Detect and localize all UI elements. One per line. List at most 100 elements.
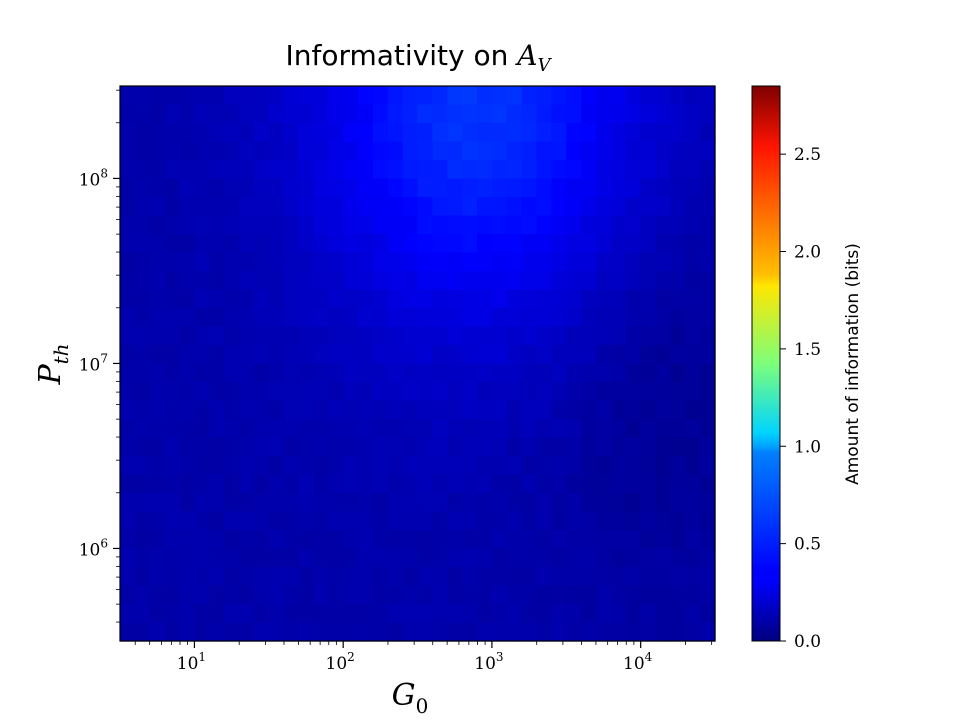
heatmap-cell bbox=[640, 215, 657, 235]
heatmap-cell bbox=[477, 400, 493, 420]
heatmap-cell bbox=[640, 308, 657, 328]
heatmap-cell bbox=[268, 511, 285, 531]
heatmap-cell bbox=[402, 345, 419, 365]
heatmap-cell bbox=[372, 363, 389, 383]
heatmap-cell bbox=[164, 419, 181, 439]
heatmap-cell bbox=[313, 326, 329, 346]
heatmap-cell bbox=[670, 197, 686, 217]
heatmap-cell bbox=[283, 86, 300, 106]
heatmap-cell bbox=[164, 345, 181, 365]
heatmap-cell bbox=[120, 160, 136, 180]
heatmap-cell bbox=[610, 178, 627, 198]
heatmap-cell bbox=[581, 271, 597, 291]
heatmap-cell bbox=[432, 419, 448, 439]
chart-title-math-sub: V bbox=[538, 55, 553, 76]
heatmap-cell bbox=[224, 345, 240, 365]
heatmap-cell bbox=[194, 622, 210, 642]
heatmap-cell bbox=[670, 567, 686, 587]
heatmap-cell bbox=[209, 382, 225, 402]
heatmap-cell bbox=[402, 215, 419, 235]
heatmap-cell bbox=[551, 141, 567, 161]
heatmap-cell bbox=[268, 622, 285, 642]
heatmap-cell bbox=[596, 86, 612, 106]
heatmap-cell bbox=[640, 437, 657, 457]
heatmap-cell bbox=[149, 382, 166, 402]
heatmap-cell bbox=[120, 271, 136, 291]
heatmap-cell bbox=[670, 437, 686, 457]
heatmap-cell bbox=[700, 363, 716, 383]
heatmap-cell bbox=[253, 585, 270, 605]
heatmap-cell bbox=[536, 585, 552, 605]
heatmap-cell bbox=[566, 585, 582, 605]
heatmap-cell bbox=[640, 104, 657, 124]
colorbar-tick-label: 2.0 bbox=[794, 243, 821, 263]
heatmap-cell bbox=[596, 382, 612, 402]
heatmap-cell bbox=[432, 123, 448, 143]
heatmap-cell bbox=[402, 548, 419, 568]
heatmap-cell bbox=[298, 548, 314, 568]
heatmap-cell bbox=[536, 456, 552, 476]
heatmap-cell bbox=[640, 363, 657, 383]
heatmap-cell bbox=[566, 178, 582, 198]
heatmap-cell bbox=[224, 308, 240, 328]
heatmap-cell bbox=[313, 252, 329, 272]
heatmap-cell bbox=[700, 141, 716, 161]
heatmap-cell bbox=[239, 215, 255, 235]
heatmap-cell bbox=[655, 493, 671, 513]
heatmap-cell bbox=[640, 474, 657, 494]
heatmap-cell bbox=[477, 437, 493, 457]
heatmap-cell bbox=[164, 234, 181, 254]
heatmap-cell bbox=[253, 474, 270, 494]
heatmap-cell bbox=[179, 400, 195, 420]
heatmap-cell bbox=[491, 567, 508, 587]
heatmap-cell bbox=[179, 252, 195, 272]
heatmap-cell bbox=[149, 271, 166, 291]
heatmap-cell bbox=[447, 511, 463, 531]
heatmap-cell bbox=[417, 511, 433, 531]
heatmap-cell bbox=[224, 252, 240, 272]
heatmap-cell bbox=[149, 86, 166, 106]
heatmap-cell bbox=[253, 345, 270, 365]
colorbar-ticks: 0.0 0.5 1.0 1.5 2.0 2.5 bbox=[780, 145, 821, 652]
heatmap-cell bbox=[149, 419, 166, 439]
heatmap-cell bbox=[596, 326, 612, 346]
heatmap-cell bbox=[402, 271, 419, 291]
heatmap-cell bbox=[491, 289, 508, 309]
heatmap-cell bbox=[328, 585, 344, 605]
heatmap-cell bbox=[566, 567, 582, 587]
heatmap-cell bbox=[358, 86, 374, 106]
heatmap-cell bbox=[462, 567, 478, 587]
heatmap-cell bbox=[120, 382, 136, 402]
heatmap-cell bbox=[120, 363, 136, 383]
heatmap-cell bbox=[506, 567, 523, 587]
heatmap-cell bbox=[328, 548, 344, 568]
heatmap-cell bbox=[358, 326, 374, 346]
heatmap-cell bbox=[432, 493, 448, 513]
heatmap-cell bbox=[477, 382, 493, 402]
heatmap-cell bbox=[432, 289, 448, 309]
heatmap-cell bbox=[536, 215, 552, 235]
heatmap-cell bbox=[313, 585, 329, 605]
heatmap-cell bbox=[179, 437, 195, 457]
heatmap-cell bbox=[700, 104, 716, 124]
heatmap-cell bbox=[432, 215, 448, 235]
heatmap-cell bbox=[581, 604, 597, 624]
heatmap-cell bbox=[640, 456, 657, 476]
heatmap-cell bbox=[239, 493, 255, 513]
heatmap-cell bbox=[447, 456, 463, 476]
heatmap-cell bbox=[521, 382, 538, 402]
heatmap-cell bbox=[610, 104, 627, 124]
heatmap-cell bbox=[194, 604, 210, 624]
heatmap-cell bbox=[625, 363, 642, 383]
heatmap-cell bbox=[566, 123, 582, 143]
heatmap-cell bbox=[551, 178, 567, 198]
heatmap-cell bbox=[134, 234, 151, 254]
heatmap-cell bbox=[670, 308, 686, 328]
heatmap-cell bbox=[625, 197, 642, 217]
heatmap-cell bbox=[566, 622, 582, 642]
heatmap-cell bbox=[209, 141, 225, 161]
heatmap-cell bbox=[506, 382, 523, 402]
heatmap-cell bbox=[209, 271, 225, 291]
heatmap-cell bbox=[700, 493, 716, 513]
